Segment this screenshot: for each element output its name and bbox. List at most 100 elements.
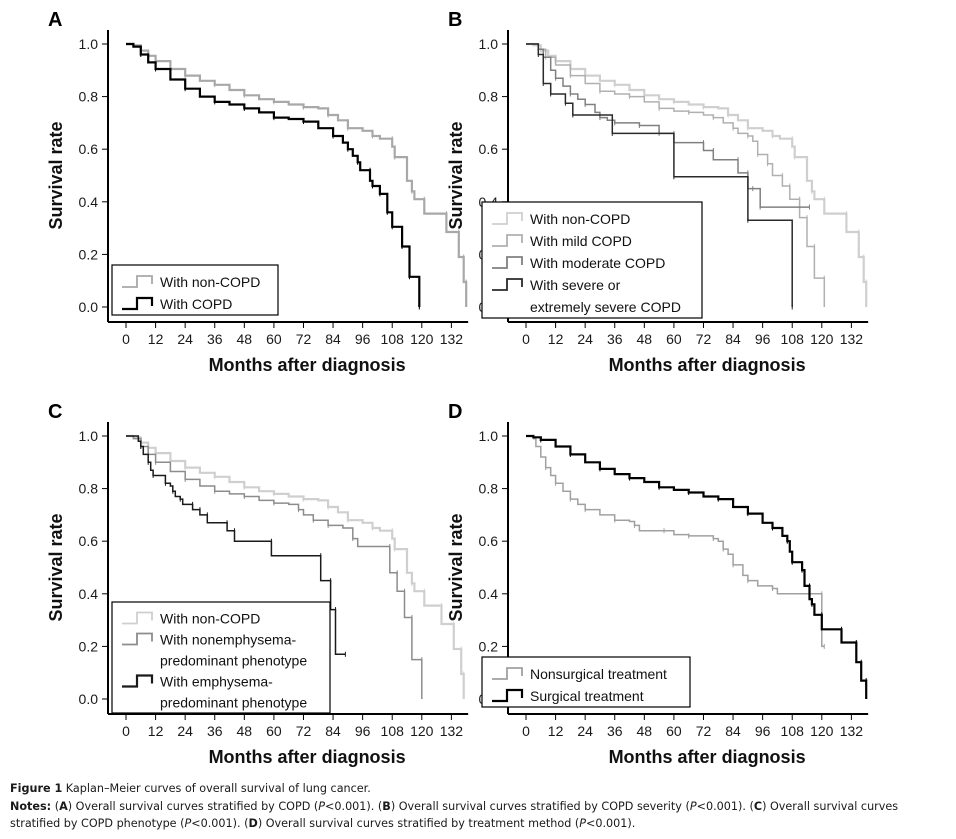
note-letter: B	[382, 799, 391, 813]
chart-c: C 0.0 0.2 0.4 0.6 0.8 1.0 0 12 24 36 48 60 72 84 96 108 1…	[46, 401, 469, 767]
note-text: Overall survival curves stratified by CO…	[10, 799, 899, 831]
y-tick-label: 0.6	[479, 141, 499, 157]
legend-swatch-icon	[492, 688, 524, 703]
y-tick-label: 0.2	[479, 638, 499, 654]
p-symbol: P	[579, 817, 586, 830]
x-tick-label: 132	[840, 331, 864, 347]
plot-group: B0.00.20.40.60.81.0012243648607284961081…	[446, 9, 869, 375]
legend-label: predominant phenotype	[160, 695, 307, 711]
survival-curve-3	[526, 43, 810, 208]
p-rest: <0.001).	[191, 817, 241, 830]
panel-letter: D	[448, 401, 462, 423]
x-tick-label: 108	[781, 331, 805, 347]
legend-label: With non-COPD	[530, 211, 630, 227]
x-tick-label: 96	[355, 723, 371, 739]
x-tick-label: 24	[177, 331, 193, 347]
legend-label: predominant phenotype	[160, 653, 307, 669]
p-rest: <0.001).	[696, 799, 746, 813]
caption-notes: Notes: (A) Overall survival curves strat…	[10, 798, 950, 833]
x-tick-label: 84	[325, 723, 341, 739]
y-tick-label: 0.8	[79, 89, 99, 105]
x-tick-label: 48	[637, 723, 653, 739]
notes-label: Notes:	[10, 799, 52, 813]
legend-label: With COPD	[160, 296, 232, 312]
x-tick-label: 132	[440, 723, 464, 739]
x-tick-label: 48	[237, 723, 253, 739]
note-a: (A) Overall survival curves stratified b…	[54, 799, 375, 813]
x-tick-label: 0	[122, 331, 130, 347]
legend-box	[111, 264, 279, 316]
note-d: (D) Overall survival curves stratified b…	[244, 817, 636, 830]
x-axis-label: Months after diagnosis	[209, 355, 406, 375]
chart-a: A 0.0 0.2 0.4 0.6 0.8 1.0 0 12 24 36 48 60 72 84 96 108 1…	[46, 9, 469, 375]
y-tick-label: 0.6	[79, 141, 99, 157]
figure-caption: Figure 1 Kaplan–Meier curves of overall …	[10, 780, 950, 833]
note-letter: D	[248, 817, 258, 830]
survival-curve-3	[126, 435, 346, 656]
panel-c: C 0.0 0.2 0.4 0.6 0.8 1.0 0 12 24 36 48 60 72 84 96 108 1…	[0, 392, 480, 777]
y-tick-label: 0.8	[79, 481, 99, 497]
x-tick-label: 48	[237, 331, 253, 347]
x-tick-label: 72	[696, 723, 712, 739]
note-text: Overall survival curves stratified by CO…	[395, 799, 690, 813]
panel-a: A 0.0 0.2 0.4 0.6 0.8 1.0 0 12 24 36 48 60 72 84 96 108 1…	[0, 0, 480, 385]
y-tick-label: 1.0	[79, 36, 99, 52]
x-tick-label: 60	[266, 331, 282, 347]
y-tick-label: 0.4	[479, 586, 499, 602]
y-tick-label: 0.4	[79, 194, 99, 210]
chart-d: D0.00.20.40.60.81.0012243648607284961081…	[446, 401, 869, 767]
panel-d: D0.00.20.40.60.81.0012243648607284961081…	[445, 392, 925, 777]
p-symbol: P	[689, 799, 697, 813]
survival-curve-2	[126, 435, 423, 699]
caption-figure-label: Figure 1	[10, 782, 63, 795]
y-axis-label: Survival rate	[446, 121, 466, 229]
x-tick-label: 96	[755, 331, 771, 347]
y-axis-label: Survival rate	[446, 513, 466, 621]
x-tick-label: 120	[410, 723, 434, 739]
y-tick-label: 0.6	[79, 533, 99, 549]
caption-title-text: Kaplan–Meier curves of overall survival …	[62, 782, 371, 795]
x-tick-label: 0	[522, 723, 530, 739]
x-tick-label: 72	[696, 331, 712, 347]
survival-curve-2	[126, 42, 421, 307]
y-tick-label: 0.6	[479, 533, 499, 549]
note-letter: C	[753, 799, 763, 813]
y-tick-label: 0.0	[79, 691, 99, 707]
legend-swatch-icon	[492, 212, 523, 225]
legend-swatch-icon	[122, 611, 153, 625]
panel-letter: B	[448, 9, 462, 31]
p-rest: <0.001).	[325, 799, 375, 813]
legend-box	[481, 656, 691, 708]
chart-b: B0.00.20.40.60.81.0012243648607284961081…	[446, 9, 869, 375]
legend-label: With non-COPD	[160, 611, 260, 627]
x-tick-label: 60	[666, 723, 682, 739]
x-tick-label: 120	[810, 723, 834, 739]
note-text: Overall survival curves stratified by tr…	[262, 817, 580, 830]
y-tick-label: 1.0	[479, 428, 499, 444]
y-tick-label: 0.2	[79, 246, 99, 262]
legend-swatch-icon	[492, 234, 523, 247]
x-tick-label: 108	[781, 723, 805, 739]
x-axis-label: Months after diagnosis	[609, 355, 806, 375]
legend-label: With moderate COPD	[530, 255, 665, 271]
plot-group: A 0.0 0.2 0.4 0.6 0.8 1.0 0 12 24 36 48 60 72 84 96 108 1…	[46, 9, 469, 375]
x-tick-label: 120	[410, 331, 434, 347]
panel-letter: A	[48, 9, 62, 31]
x-tick-label: 36	[607, 331, 623, 347]
x-tick-label: 84	[725, 331, 741, 347]
caption-title-line: Figure 1 Kaplan–Meier curves of overall …	[10, 780, 950, 798]
x-tick-label: 84	[725, 723, 741, 739]
note-c: (C) Overall survival curves stratified b…	[10, 799, 899, 831]
y-tick-label: 0.8	[479, 481, 499, 497]
legend-swatch-icon	[492, 667, 523, 680]
y-axis-label: Survival rate	[46, 513, 66, 621]
legend-label: With emphysema-	[160, 674, 273, 690]
y-tick-label: 1.0	[79, 428, 99, 444]
x-tick-label: 72	[296, 331, 312, 347]
x-tick-label: 96	[755, 723, 771, 739]
legend-swatch-icon	[492, 278, 523, 291]
x-tick-label: 120	[810, 331, 834, 347]
p-symbol: P	[184, 817, 192, 830]
legend-label: extremely severe COPD	[530, 299, 681, 315]
plot-group: C 0.0 0.2 0.4 0.6 0.8 1.0 0 12 24 36 48 60 72 84 96 108 1…	[46, 401, 469, 767]
